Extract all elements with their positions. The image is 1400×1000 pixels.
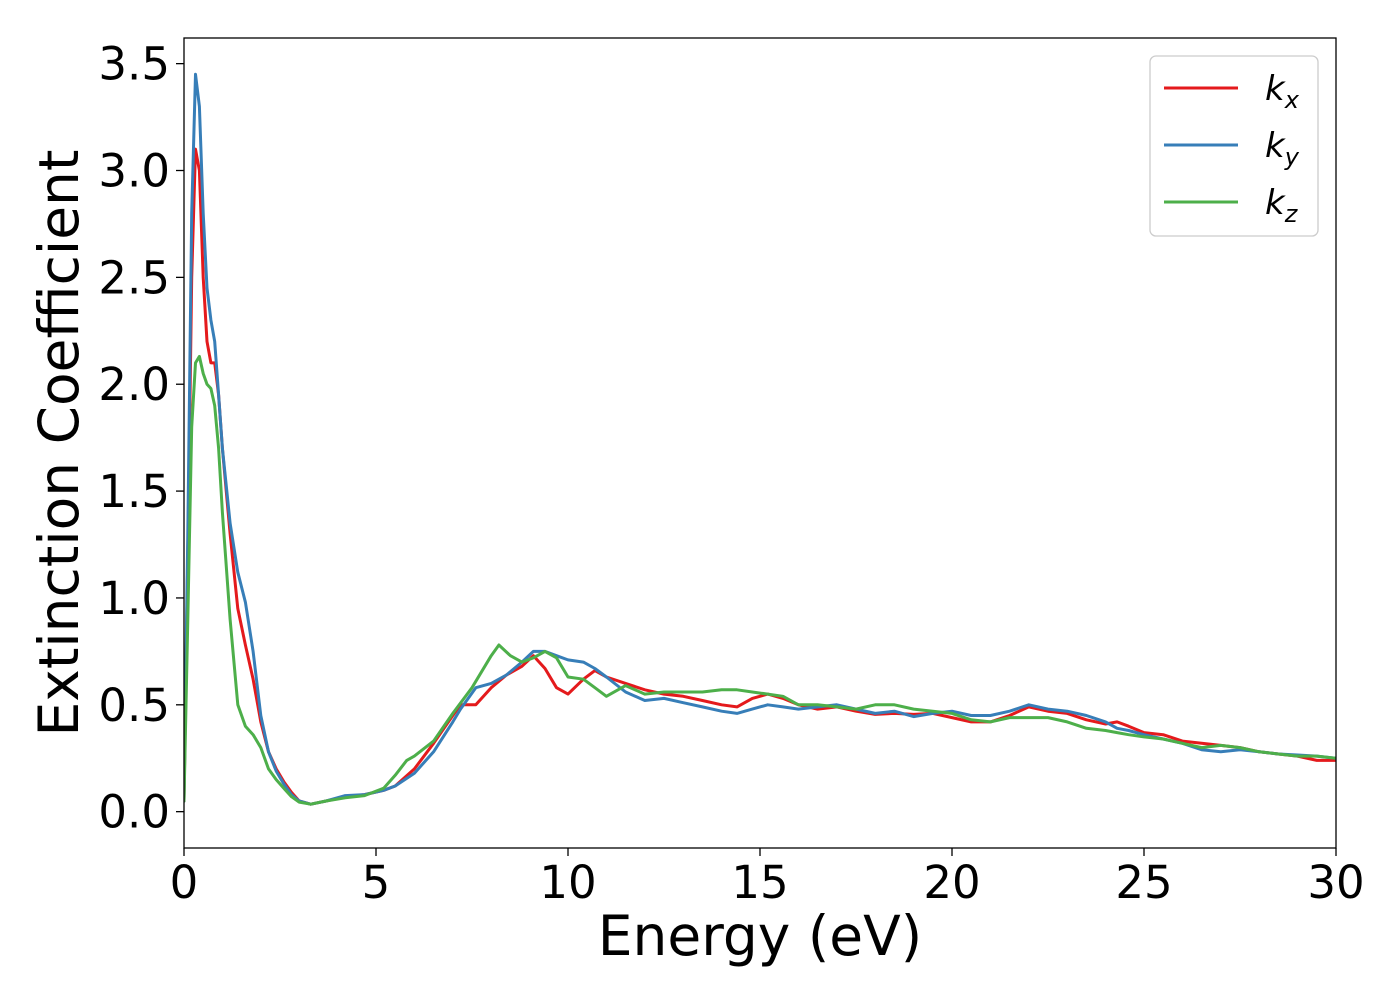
- series-line-ky: [184, 72, 1336, 806]
- y-tick-label: 2.5: [98, 251, 170, 304]
- series-line-kz: [184, 354, 1336, 806]
- y-axis: 0.0 0.5 1.0 1.5 2.0 2.5 3.0 3.5: [98, 38, 184, 839]
- x-tick-label: 0: [170, 856, 199, 909]
- y-tick-label: 0.0: [98, 786, 170, 839]
- x-tick-label: 20: [923, 856, 980, 909]
- x-tick-label: 15: [731, 856, 788, 909]
- legend-label: kx: [1265, 69, 1300, 114]
- legend: kx ky kz: [1149, 55, 1319, 237]
- y-axis-label: Extinction Coefficient: [27, 150, 91, 737]
- x-axis: 0 5 10 15 20 25 30: [170, 848, 1365, 909]
- legend-label: kz: [1265, 183, 1299, 228]
- y-tick-label: 2.0: [98, 358, 170, 411]
- y-tick-label: 0.5: [98, 679, 170, 732]
- y-tick-label: 1.0: [98, 572, 170, 625]
- x-tick-label: 30: [1307, 856, 1364, 909]
- x-tick-label: 25: [1115, 856, 1172, 909]
- x-tick-label: 10: [539, 856, 596, 909]
- series-layer: [184, 72, 1336, 806]
- y-tick-label: 3.0: [98, 145, 170, 198]
- y-tick-label: 1.5: [98, 465, 170, 518]
- y-tick-label: 3.5: [98, 38, 170, 91]
- legend-label: ky: [1265, 126, 1300, 171]
- x-axis-label: Energy (eV): [598, 904, 922, 968]
- x-tick-label: 5: [362, 856, 391, 909]
